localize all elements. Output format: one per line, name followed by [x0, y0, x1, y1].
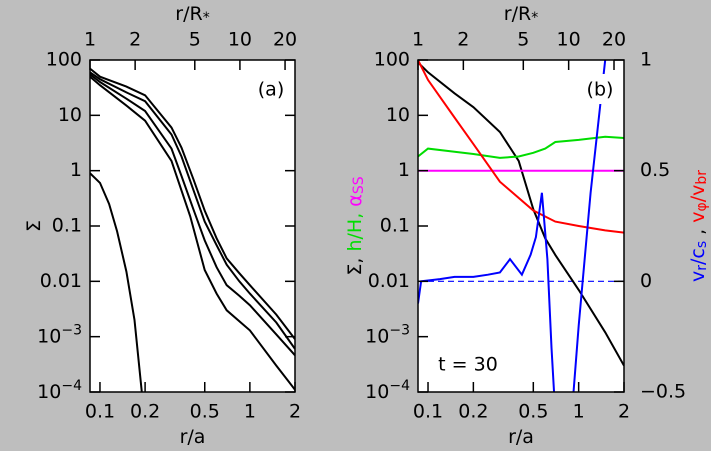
- x-tick-label: 0.1: [85, 401, 115, 423]
- x2-tick-label: 1: [84, 29, 96, 51]
- x2-tick-label: 2: [129, 29, 141, 51]
- panel-label: (a): [258, 79, 284, 101]
- x-tick-label: 1: [244, 401, 256, 423]
- panel-label-box: [582, 74, 618, 104]
- y-tick-label: 10−3: [365, 322, 410, 347]
- x2-tick-label: 10: [557, 29, 581, 51]
- x-tick-label: 0.2: [458, 401, 488, 423]
- x2-tick-label: 2: [457, 29, 469, 51]
- y-tick-label: 1: [398, 159, 410, 181]
- x2-axis-label: r/R*: [504, 3, 538, 27]
- y-axis-label-part: αSS: [344, 176, 368, 206]
- plot: [418, 60, 624, 392]
- y-axis-label-part: h/H,: [344, 207, 366, 252]
- series-line: [90, 67, 295, 340]
- x2-axis-label: r/R*: [175, 3, 209, 27]
- y-tick-label: 100: [46, 49, 82, 71]
- x2-tick-label: 5: [189, 29, 201, 51]
- series-line: [418, 60, 607, 392]
- y-axis-label-part: Σ: [23, 220, 45, 232]
- y-axis-label: Σ, h/H, αSS: [344, 176, 368, 275]
- y-tick-label: 10−4: [365, 378, 410, 403]
- y-tick-label: 10: [386, 104, 410, 126]
- y-tick-label: 0.1: [380, 215, 410, 237]
- y-tick-label: 10−4: [37, 378, 82, 403]
- series-line: [418, 135, 624, 159]
- x-tick-label: 1: [573, 401, 585, 423]
- series-line: [418, 60, 624, 234]
- x-tick-label: 0.1: [413, 401, 443, 423]
- y-axis-label: Σ: [23, 220, 45, 232]
- annotation-box: [428, 348, 508, 382]
- y-tick-label: 0.01: [368, 270, 410, 292]
- y-tick-label: 0.1: [52, 215, 82, 237]
- x2-tick-label: 20: [273, 29, 297, 51]
- y-tick-label: 100: [374, 49, 410, 71]
- y2-tick-label: 1: [640, 49, 652, 71]
- x-tick-label: 0.5: [518, 401, 548, 423]
- y2-axis-label-part: ,: [687, 223, 709, 241]
- x-axis-label: r/a: [508, 426, 534, 448]
- series-line: [418, 61, 624, 367]
- y-tick-label: 10−3: [37, 322, 82, 347]
- series-line: [90, 71, 295, 350]
- series-line: [90, 75, 295, 391]
- x-tick-label: 2: [289, 401, 301, 423]
- y-tick-label: 0.01: [40, 270, 82, 292]
- annotation: t = 30: [438, 354, 498, 376]
- panel: 0.1 0.2 0.5 1 21 2 5 10 2010−410−30.010.1110100−…: [344, 3, 711, 448]
- x-tick-label: 2: [618, 401, 630, 423]
- y-tick-label: 1: [70, 159, 82, 181]
- x2-tick-label: 20: [602, 29, 626, 51]
- y2-tick-label: −0.5: [640, 381, 686, 403]
- panel-label-box: [253, 74, 289, 104]
- y-axis-label-part: Σ,: [344, 252, 366, 276]
- x2-tick-label: 10: [228, 29, 252, 51]
- panel-label: (b): [587, 79, 614, 101]
- y2-axis-label-part: vφ/vbr: [687, 170, 711, 223]
- series-line: [90, 172, 143, 392]
- y2-axis-label-part: vr/cs: [687, 241, 711, 282]
- panel: 0.1 0.2 0.5 1 2 1 2 5 10 20 10−4 10−3 0.01 0.1 1 10 100 r…: [23, 3, 302, 448]
- y2-axis-label: vr/cs , vφ/vbr: [687, 170, 711, 282]
- x-tick-label: 0.2: [130, 401, 160, 423]
- y2-tick-label: 0: [640, 270, 652, 292]
- y-tick-label: 10: [58, 104, 82, 126]
- plot: [90, 67, 295, 392]
- x2-tick-label: 1: [412, 29, 424, 51]
- x2-tick-label: 5: [517, 29, 529, 51]
- series-line: [90, 73, 295, 356]
- y2-tick-label: 0.5: [640, 159, 670, 181]
- x-tick-label: 0.5: [190, 401, 220, 423]
- x-axis-label: r/a: [180, 426, 206, 448]
